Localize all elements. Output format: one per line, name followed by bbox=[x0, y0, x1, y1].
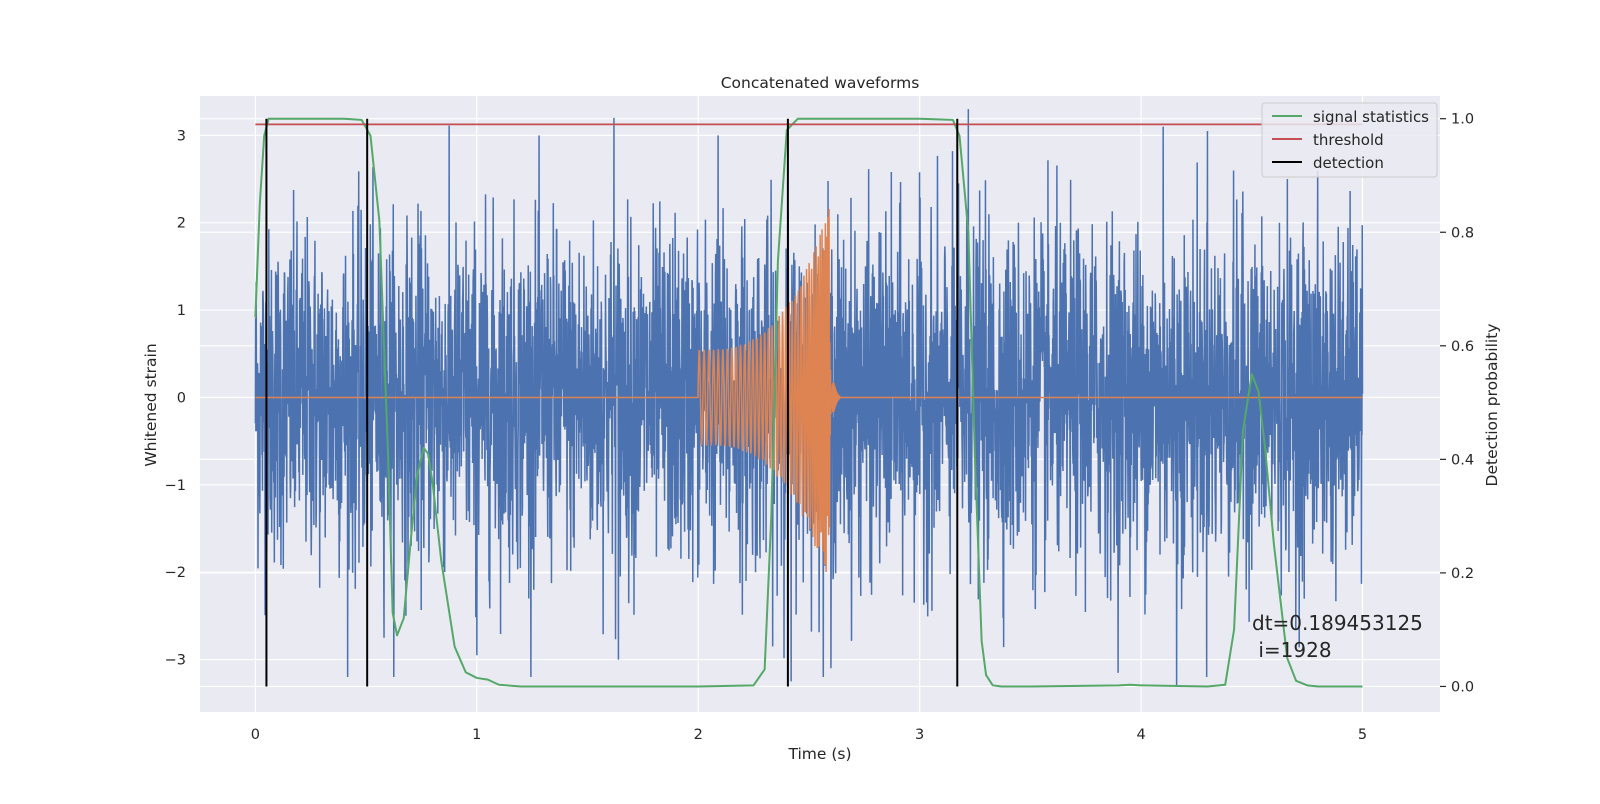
y-tick-label-right: 1.0 bbox=[1451, 112, 1474, 128]
x-tick-label: 4 bbox=[1136, 727, 1145, 743]
y-tick-label-right: 0.6 bbox=[1451, 339, 1474, 355]
legend: signal statistics threshold detection bbox=[1261, 102, 1438, 178]
legend-label-threshold: threshold bbox=[1313, 131, 1384, 149]
axes-layer: 0 1 2 3 4 5 −3 −2 −1 0 1 2 3 0.0 0.2 0.4 0.6 0.8 1.0 bbox=[165, 112, 1474, 743]
annotation-i: i=1928 bbox=[1252, 638, 1332, 662]
y-tick-label-right: 0.2 bbox=[1451, 566, 1474, 582]
x-tick-label: 3 bbox=[915, 727, 924, 743]
y-tick-label-left: −1 bbox=[165, 478, 186, 494]
legend-box bbox=[1261, 102, 1438, 178]
x-tick-label: 5 bbox=[1358, 727, 1367, 743]
series-layer bbox=[254, 109, 1364, 688]
chart-title: Concatenated waveforms bbox=[721, 74, 920, 92]
legend-label-signal-statistics: signal statistics bbox=[1313, 108, 1429, 126]
y-tick-label-left: 3 bbox=[177, 128, 186, 144]
y-axis-label-right: Detection probability bbox=[1483, 324, 1501, 487]
legend-label-detection: detection bbox=[1313, 154, 1384, 172]
x-axis-label: Time (s) bbox=[787, 745, 851, 763]
y-tick-label-left: 2 bbox=[177, 216, 186, 232]
y-tick-label-right: 0.4 bbox=[1451, 452, 1474, 468]
x-tick-label: 2 bbox=[694, 727, 703, 743]
y-tick-label-right: 0.8 bbox=[1451, 225, 1474, 241]
y-tick-label-right: 0.0 bbox=[1451, 679, 1474, 695]
series-signal-statistics bbox=[254, 117, 1363, 688]
y-tick-label-left: −3 bbox=[165, 653, 186, 669]
x-tick-label: 1 bbox=[472, 727, 481, 743]
x-tick-label: 0 bbox=[251, 727, 260, 743]
series-chirp-waveform bbox=[255, 208, 1363, 572]
y-axis-label-left: Whitened strain bbox=[142, 343, 160, 466]
y-tick-label-left: −2 bbox=[165, 565, 186, 581]
y-tick-label-left: 1 bbox=[177, 303, 186, 319]
y-tick-label-left: 0 bbox=[177, 390, 186, 406]
annotation-dt: dt=0.189453125 bbox=[1252, 611, 1423, 635]
